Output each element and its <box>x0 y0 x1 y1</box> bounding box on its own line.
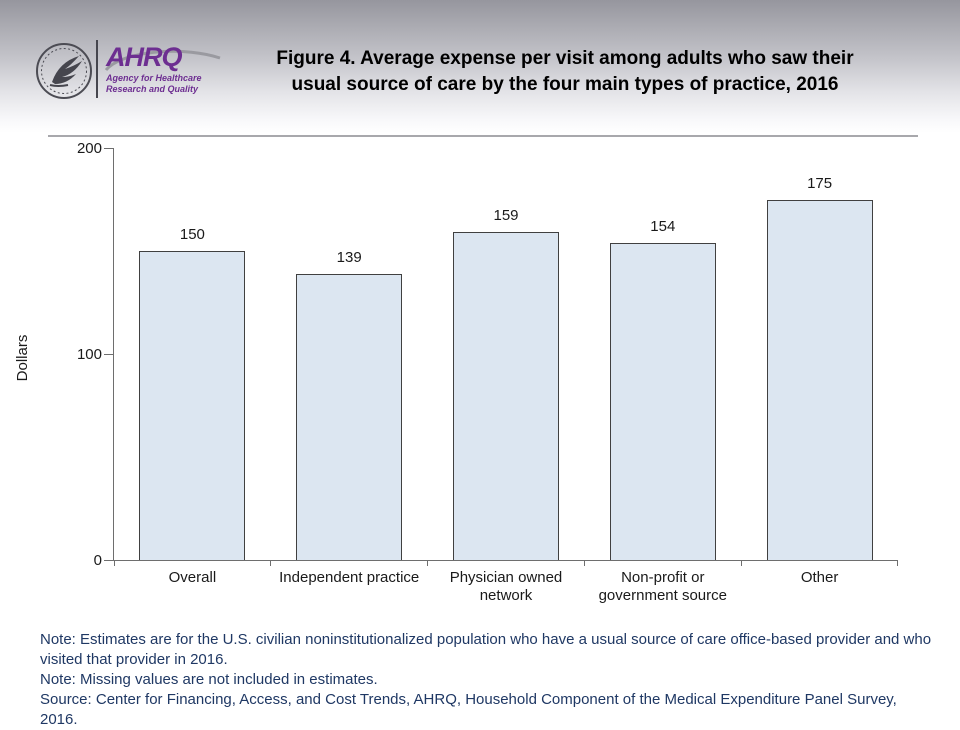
bar-value-label: 175 <box>807 174 833 192</box>
bar <box>139 251 246 560</box>
x-category-label: Non-profit or government source <box>598 569 727 604</box>
x-tick-mark <box>583 560 585 566</box>
bar-value-label: 159 <box>493 207 519 225</box>
x-tick-mark <box>427 560 429 566</box>
x-tick-mark <box>896 560 898 566</box>
hhs-logo-icon <box>36 43 92 99</box>
ahrq-tagline-line2: Research and Quality <box>106 83 199 94</box>
bar <box>766 199 873 560</box>
plot-area: 0 100 200 150 Overall 139 Independent practice… <box>77 140 898 604</box>
x-tick-mark <box>740 560 742 566</box>
ahrq-logo: AHRQ Agency for Healthcare Research and … <box>104 42 236 104</box>
ahrq-tagline-line1: Agency for Healthcare <box>106 73 202 83</box>
x-category-label: Other <box>800 569 839 586</box>
x-category-label: Overall <box>168 569 217 586</box>
x-category-label: Independent practice <box>279 569 420 586</box>
logo-group: AHRQ Agency for Healthcare Research and … <box>34 38 224 108</box>
x-tick-mark <box>113 560 115 566</box>
y-tick-label: 200 <box>76 140 102 157</box>
logo-separator <box>96 40 98 98</box>
y-tick-mark <box>104 353 113 355</box>
x-category-label: Physician owned network <box>449 569 563 604</box>
bar-value-label: 150 <box>179 226 205 243</box>
figure-title: Figure 4. Average expense per visit amon… <box>170 46 960 98</box>
note-line: Note: Missing values are not included in… <box>40 671 378 688</box>
bar-value-label: 154 <box>650 217 676 235</box>
header-divider <box>48 135 918 137</box>
y-tick-label: 100 <box>76 346 102 363</box>
ahrq-acronym: AHRQ <box>106 42 183 72</box>
y-tick-mark <box>104 559 113 561</box>
figure-title-line1: Figure 4. Average expense per visit amon… <box>276 48 854 69</box>
ahrq-tagline: Agency for Healthcare Research and Quali… <box>106 73 236 94</box>
y-tick-label: 0 <box>93 552 102 569</box>
bar <box>609 242 716 560</box>
bar <box>453 232 559 560</box>
x-tick-mark <box>270 560 272 566</box>
notes-block: Note: Estimates are for the U.S. civilia… <box>40 630 932 730</box>
note-line: Note: Estimates are for the U.S. civilia… <box>40 631 932 668</box>
y-tick-mark <box>104 147 113 149</box>
source-line: Source: Center for Financing, Access, an… <box>40 691 897 728</box>
bar-value-label: 139 <box>336 248 362 266</box>
bar <box>296 273 403 560</box>
figure-title-line2: usual source of care by the four main ty… <box>291 74 839 95</box>
